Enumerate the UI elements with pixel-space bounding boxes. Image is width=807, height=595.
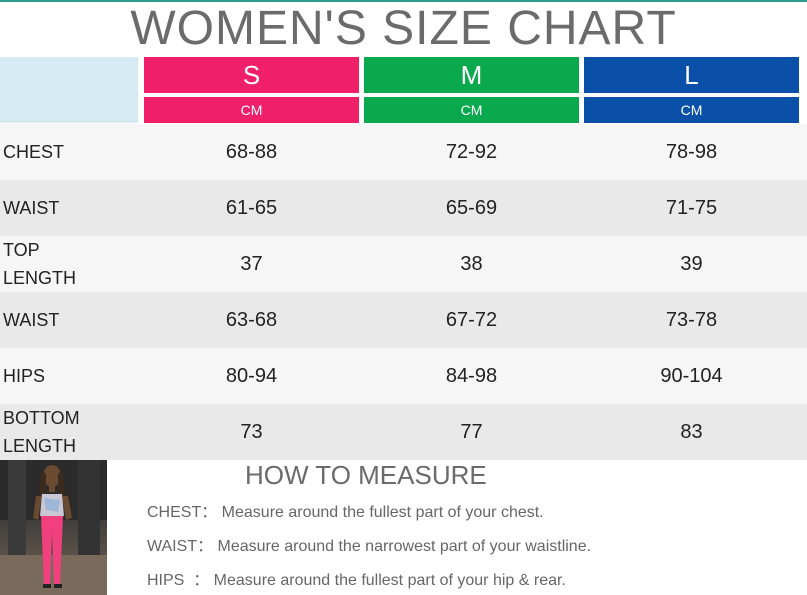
cell-m: 84-98 [445, 364, 498, 387]
unit-header-m: CM [364, 97, 579, 123]
row-label: TOP LENGTH [3, 240, 77, 288]
measure-hips-text: HIPS ： Measure around the fullest part o… [147, 572, 566, 589]
cell-l: 90-104 [660, 364, 723, 387]
cell-s: 37 [240, 252, 263, 275]
size-header-s: S [144, 57, 359, 93]
size-header-m: M [364, 57, 579, 93]
row-label: HIPS [3, 366, 46, 386]
model-photo-illustration [0, 460, 107, 595]
cell-s: 80-94 [225, 364, 278, 387]
cell-l: 83 [680, 420, 703, 443]
table-row-waist: WAIST 61-65 65-69 71-75 [0, 180, 807, 236]
cell-m: 65-69 [445, 196, 498, 219]
size-header-l: L [584, 57, 799, 93]
cell-s: 63-68 [225, 308, 278, 331]
cell-m: 67-72 [445, 308, 498, 331]
table-row-waist-bottom: WAIST 63-68 67-72 73-78 [0, 292, 807, 348]
header-blank-cell [0, 57, 138, 123]
unit-header-l: CM [584, 97, 799, 123]
cell-m: 77 [460, 420, 483, 443]
cell-m: 38 [460, 252, 483, 275]
how-to-measure-title: HOW TO MEASURE [245, 460, 487, 490]
measure-waist-text: WAIST： Measure around the narrowest part… [147, 538, 592, 555]
unit-header-s: CM [144, 97, 359, 123]
model-photo [0, 460, 107, 595]
measure-chest-text: CHEST： Measure around the fullest part o… [147, 504, 544, 521]
chart-title: WOMEN'S SIZE CHART [130, 2, 677, 55]
table-row-top-length: TOP LENGTH 37 38 39 [0, 236, 807, 292]
table-row-bottom-length: BOTTOM LENGTH 73 77 83 [0, 404, 807, 460]
cell-m: 72-92 [445, 140, 498, 163]
cell-l: 71-75 [665, 196, 718, 219]
row-label: WAIST [3, 198, 60, 218]
cell-l: 39 [680, 252, 703, 275]
cell-s: 68-88 [225, 140, 278, 163]
row-label: WAIST [3, 310, 60, 330]
table-row-hips: HIPS 80-94 84-98 90-104 [0, 348, 807, 404]
row-label: BOTTOM LENGTH [3, 408, 80, 456]
top-accent-rule [0, 0, 807, 2]
cell-l: 78-98 [665, 140, 718, 163]
table-row-chest: CHEST 68-88 72-92 78-98 [0, 124, 807, 180]
cell-s: 61-65 [225, 196, 278, 219]
row-label: CHEST [3, 142, 65, 162]
cell-s: 73 [240, 420, 263, 443]
cell-l: 73-78 [665, 308, 718, 331]
